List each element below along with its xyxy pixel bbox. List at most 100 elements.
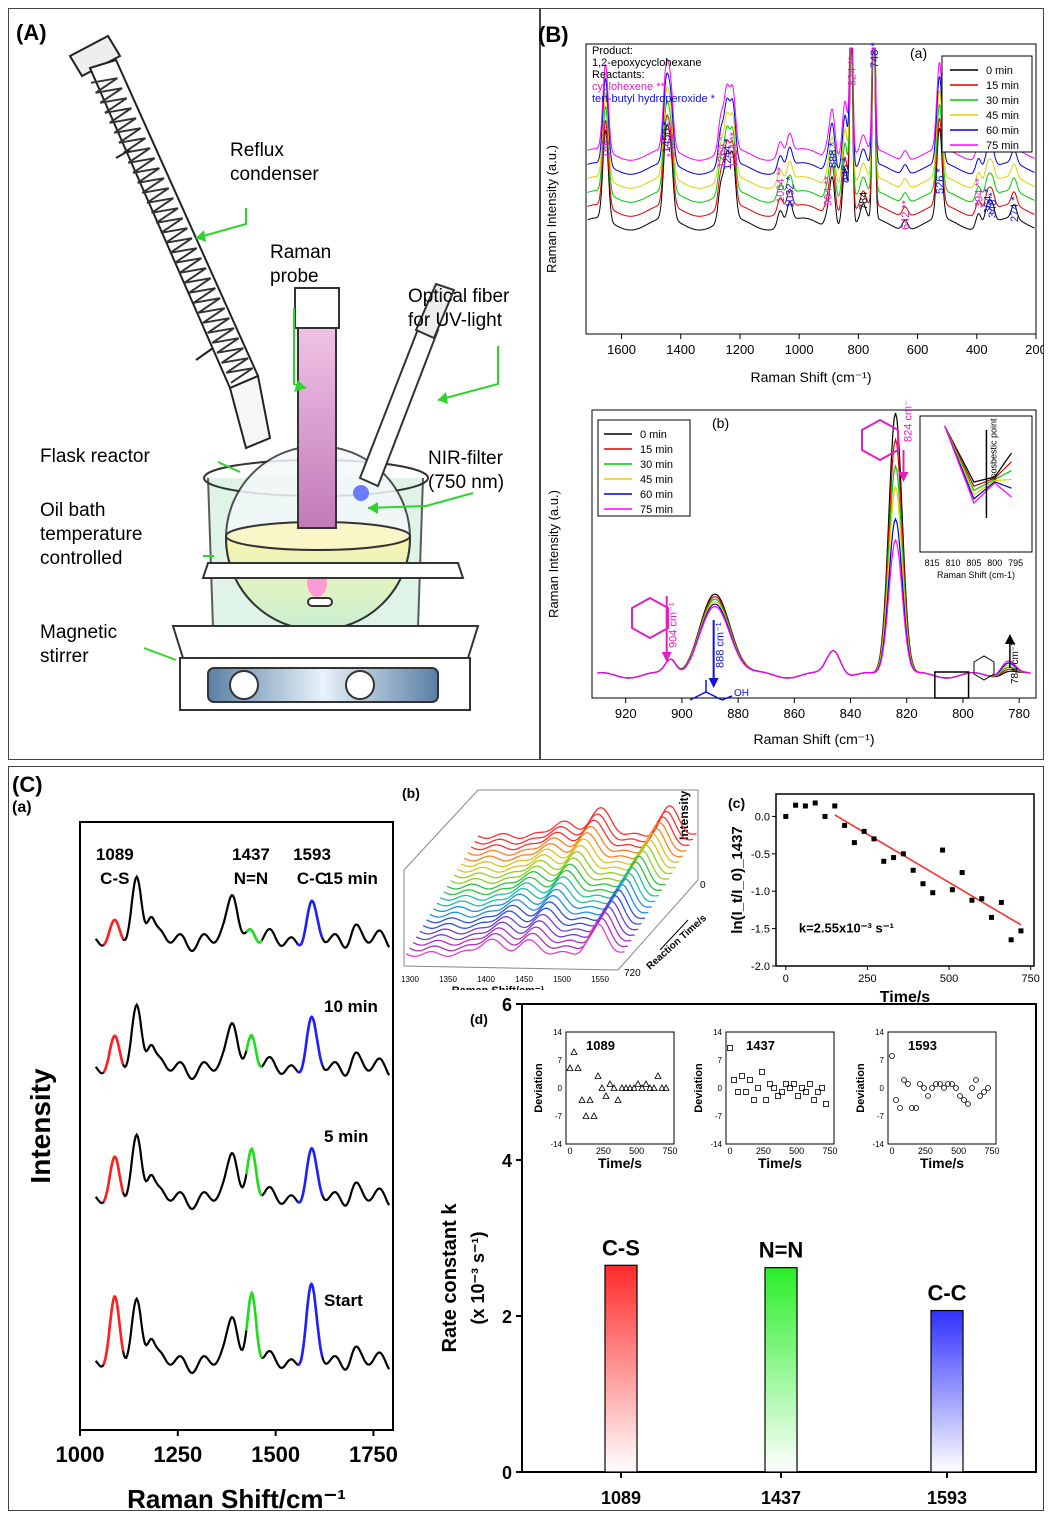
deviation-point	[893, 1097, 899, 1103]
data-point	[949, 887, 955, 893]
peak-bond: C-C	[297, 869, 327, 888]
deviation-point	[602, 1092, 610, 1099]
x-tick-label: 200	[1025, 342, 1044, 357]
arrow-904-head	[661, 652, 672, 662]
deviation-point	[965, 1101, 971, 1107]
inset-x-tick: 750	[984, 1146, 999, 1156]
y-tick-label-0: 0	[700, 880, 706, 891]
peak-label: 1654 **	[601, 121, 613, 158]
deviation-point	[921, 1085, 927, 1091]
peak-label: 364 *	[982, 188, 994, 214]
spectrum-line	[94, 1282, 391, 1375]
x-tick-label: 500	[940, 973, 958, 985]
deviation-point	[590, 1112, 598, 1119]
peak-label: 888 *	[827, 142, 839, 168]
data-point	[793, 802, 799, 808]
peak-label: 845 *	[840, 157, 852, 183]
inset-x-tick: 750	[662, 1146, 677, 1156]
deviation-point	[981, 1089, 987, 1095]
deviation-point	[913, 1105, 919, 1111]
x-tick-label: 1400	[666, 342, 695, 357]
raman-probe-label: Raman	[270, 242, 331, 263]
inset-frame	[919, 415, 1033, 553]
zoom-box	[934, 671, 970, 699]
waterfall-line	[429, 883, 649, 918]
subplot-tag: (b)	[402, 785, 420, 801]
info-reactant-2: tert-butyl hydroperoxide *	[592, 93, 716, 105]
data-point	[851, 840, 857, 846]
highlight-segment	[245, 927, 263, 944]
deviation-point	[566, 1064, 574, 1071]
x-tick-label: 860	[783, 706, 805, 721]
data-point	[959, 870, 965, 876]
deviation-point	[815, 1089, 821, 1095]
x-tick-label: 0	[783, 973, 789, 985]
series-line-30-min	[587, 47, 1035, 203]
y-axis-label: Raman Intensity (a.u.)	[546, 490, 561, 618]
oilbath-label: Oil bath	[40, 500, 105, 521]
waterfall-line	[477, 805, 697, 840]
highlight-segment	[296, 1015, 324, 1074]
waterfall-line	[412, 911, 632, 946]
peak-label: 904 **	[823, 175, 835, 206]
y-tick-label: -1.0	[751, 886, 770, 898]
spectrum-line	[94, 874, 391, 953]
bar-1593	[930, 1309, 964, 1473]
data-point	[881, 858, 887, 864]
deviation-point	[650, 1084, 658, 1091]
series-line-75-min	[597, 538, 1031, 679]
deviation-point	[626, 1084, 634, 1091]
inset-y-label: Deviation	[533, 1063, 545, 1113]
inset-y-tick: -14	[550, 1140, 562, 1149]
waterfall-line	[426, 889, 646, 924]
inset-x-tick: 795	[1008, 558, 1023, 568]
deviation-point	[610, 1084, 618, 1091]
inset-x-tick: 810	[946, 558, 961, 568]
peak-label: 394 **	[974, 177, 986, 208]
peak-label: 784	[858, 192, 870, 210]
x-tick-label: 1437	[761, 1488, 801, 1508]
inset-y-tick: 14	[713, 1028, 722, 1037]
deviation-point	[941, 1085, 947, 1091]
deviation-point	[618, 1084, 626, 1091]
x-tick-label: 1089	[601, 1488, 641, 1508]
inset-y-label: Deviation	[855, 1063, 867, 1113]
x-tick-label: 1000	[56, 1442, 105, 1467]
data-point	[998, 899, 1004, 905]
info-reactants-label: Reactants:	[592, 69, 645, 81]
deviation-point	[807, 1081, 813, 1087]
y-axis-label-top: Rate constant k	[439, 1203, 461, 1353]
deviation-point	[646, 1084, 654, 1091]
x-tick-label: 840	[840, 706, 862, 721]
box-back	[403, 789, 699, 880]
waterfall-line	[419, 900, 639, 935]
peak-bond: C-S	[100, 869, 129, 888]
y-axis-label-bottom: (x 10⁻³ s⁻¹)	[468, 1231, 488, 1324]
peak-label: 1244 *	[722, 137, 734, 170]
deviation-point	[897, 1105, 903, 1111]
inset-x-tick: 500	[951, 1146, 966, 1156]
deviation-point	[594, 1072, 602, 1079]
inset-x-label: Time/s	[758, 1155, 802, 1171]
deviation-point	[751, 1097, 757, 1103]
series-line-15-min	[587, 47, 1035, 217]
panel-b	[540, 8, 1044, 760]
chart-c-c: (c) 0 250 500 750 0.0 -0.5 -1.0 -1.5 -2.0 Time/s ln…	[728, 793, 1040, 1006]
deviation-point	[937, 1081, 943, 1087]
waterfall-line	[446, 855, 666, 890]
legend-label: 15 min	[986, 80, 1019, 92]
waterfall-line	[405, 923, 625, 958]
peak-wavenumber: 1437	[232, 845, 270, 864]
deviation-point	[779, 1089, 785, 1095]
x-tick-label: 1593	[927, 1488, 967, 1508]
deviation-point	[775, 1093, 781, 1099]
y-axis-label: ln(I_t/I_0)_1437	[729, 826, 746, 934]
magnetic-stirrer-drawing	[171, 562, 480, 711]
inset-x-tick: 250	[596, 1146, 611, 1156]
deviation-point	[578, 1096, 586, 1103]
deviation-point	[642, 1080, 650, 1087]
peak-label: 824 **	[846, 55, 858, 86]
x-tick-label: 1500	[553, 975, 571, 984]
stirrer-label: Magnetic	[40, 622, 117, 643]
